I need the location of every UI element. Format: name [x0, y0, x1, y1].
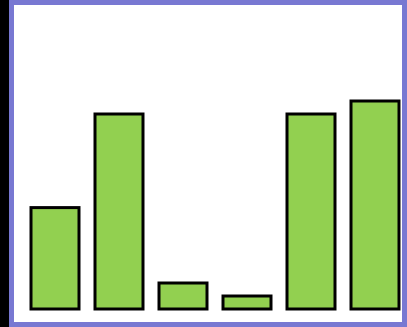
bar-6	[349, 99, 401, 311]
bars-group	[29, 99, 401, 311]
bar-2	[93, 112, 145, 311]
bar-3	[157, 281, 209, 311]
bar-chart	[29, 99, 401, 311]
bar-4	[221, 294, 273, 311]
chart-frame	[9, 0, 407, 327]
bar-5	[285, 112, 337, 311]
bar-1	[29, 206, 81, 311]
